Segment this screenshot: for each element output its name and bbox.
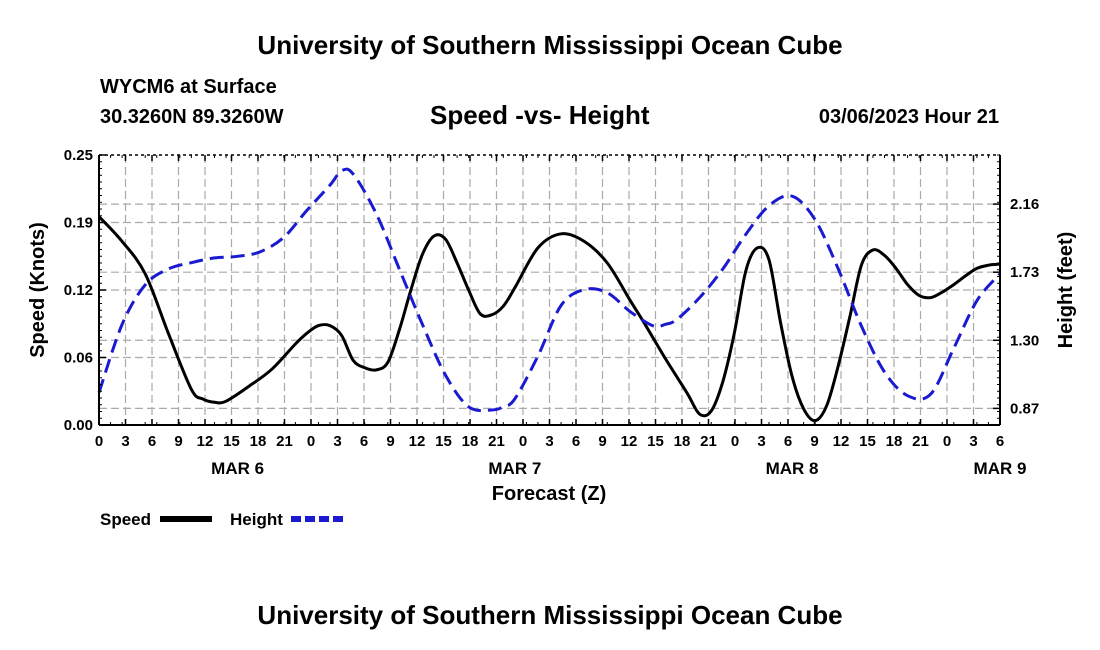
x-tick-label: 6: [996, 433, 1004, 450]
x-tick-label: 3: [545, 433, 553, 450]
x-tick-label: 12: [197, 433, 214, 450]
x-tick-label: 18: [462, 433, 479, 450]
chart-ticks: 0 3 6 9 12 15 18 21 0 3 6 9 12 15 18 21 0 3 6 9 12 15 18 21 0 3 6 9…: [64, 147, 1039, 478]
chart-series: [97, 167, 1002, 423]
station-label: WYCM6 at Surface: [100, 76, 277, 98]
y-tick-label: 0.12: [64, 282, 93, 299]
x-tick-label: 0: [95, 433, 103, 450]
x-tick-label: 3: [333, 433, 341, 450]
legend-label-height: Height: [230, 510, 283, 529]
chart-title: Speed -vs- Height: [430, 100, 650, 130]
speed-height-chart: 0 3 6 9 12 15 18 21 0 3 6 9 12 15 18 21 0 3 6 9 12 15 18 21 0 3 6 9…: [27, 147, 1077, 529]
chart-legend: Speed Height: [100, 510, 343, 529]
x-tick-label: 6: [360, 433, 368, 450]
legend-label-speed: Speed: [100, 510, 151, 529]
y-tick-label: 0.06: [64, 350, 93, 367]
series-line-speed: [97, 215, 1001, 423]
y-axis-label: Speed (Knots): [27, 222, 49, 358]
y2-tick-label: 2.16: [1010, 196, 1039, 213]
x-tick-label: 21: [276, 433, 293, 450]
x-tick-label: 21: [488, 433, 505, 450]
x-tick-label: 3: [121, 433, 129, 450]
y2-axis-label: Height (feet): [1055, 232, 1077, 349]
x-tick-label: 3: [757, 433, 765, 450]
date-label: MAR 6: [211, 459, 264, 478]
x-tick-label: 15: [435, 433, 452, 450]
forecast-datetime: 03/06/2023 Hour 21: [818, 106, 999, 128]
x-tick-label: 18: [674, 433, 691, 450]
chart-grid: [99, 155, 1000, 425]
y-tick-label: 0.00: [64, 417, 93, 434]
footer-title: University of Southern Mississippi Ocean…: [257, 600, 843, 630]
y2-tick-label: 1.73: [1010, 264, 1039, 281]
x-tick-label: 0: [943, 433, 951, 450]
x-tick-label: 9: [174, 433, 182, 450]
x-tick-label: 18: [886, 433, 903, 450]
y-tick-label: 0.25: [64, 147, 93, 164]
series-line-height: [97, 167, 1002, 413]
x-tick-label: 15: [647, 433, 664, 450]
x-tick-label: 0: [519, 433, 527, 450]
x-tick-label: 12: [621, 433, 638, 450]
x-tick-label: 0: [307, 433, 315, 450]
x-tick-label: 15: [223, 433, 240, 450]
x-tick-label: 0: [731, 433, 739, 450]
x-tick-label: 3: [969, 433, 977, 450]
x-tick-label: 6: [784, 433, 792, 450]
x-tick-label: 9: [810, 433, 818, 450]
date-label: MAR 7: [488, 459, 541, 478]
x-tick-label: 15: [859, 433, 876, 450]
x-tick-label: 12: [409, 433, 426, 450]
y-tick-label: 0.19: [64, 215, 93, 232]
y2-tick-label: 0.87: [1010, 400, 1039, 417]
x-tick-label: 21: [912, 433, 929, 450]
date-label: MAR 8: [766, 459, 819, 478]
station-coords: 30.3260N 89.3260W: [100, 106, 284, 128]
x-tick-label: 18: [250, 433, 267, 450]
x-axis-label: Forecast (Z): [492, 483, 606, 505]
x-tick-label: 6: [148, 433, 156, 450]
x-tick-label: 6: [572, 433, 580, 450]
x-tick-label: 9: [386, 433, 394, 450]
x-tick-label: 12: [833, 433, 850, 450]
x-tick-label: 9: [598, 433, 606, 450]
x-tick-label: 21: [700, 433, 717, 450]
date-label: MAR 9: [974, 459, 1027, 478]
page-title: University of Southern Mississippi Ocean…: [257, 30, 843, 60]
y2-tick-label: 1.30: [1010, 332, 1039, 349]
